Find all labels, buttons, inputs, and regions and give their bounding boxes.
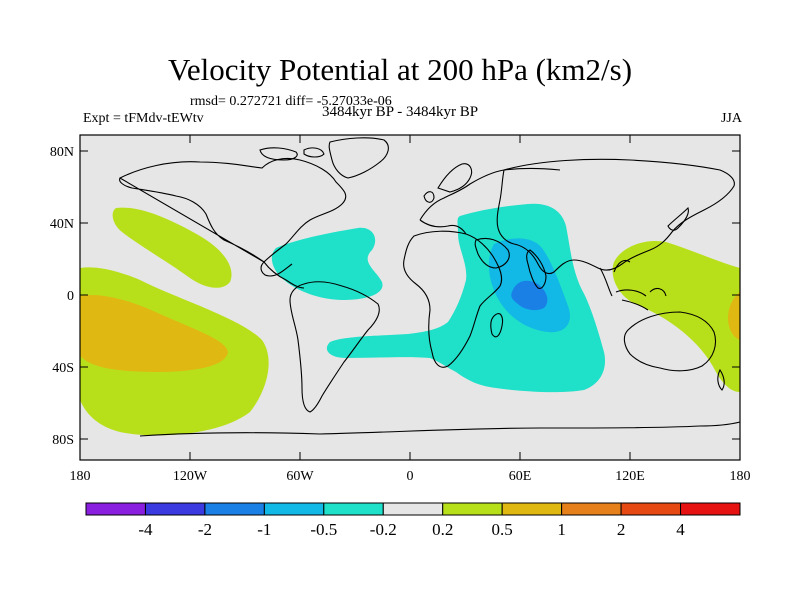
- contour-east-pacific-pos-inner: [80, 294, 228, 372]
- colorbar-box: [382, 502, 444, 516]
- colorbar-box: [442, 502, 503, 516]
- coastline-north-america: [119, 157, 347, 277]
- colorbar-label: 1: [557, 520, 566, 539]
- colorbar-box: [204, 502, 265, 516]
- experiment-label: Expt = tFMdv-tEWtv: [83, 111, 204, 126]
- coastline-europe: [419, 167, 561, 235]
- coastline-arabia: [474, 237, 510, 269]
- colorbar-box: [680, 502, 741, 516]
- colorbar-box: [620, 502, 682, 516]
- colorbar-label: -0.2: [370, 520, 397, 539]
- coastline-scandinavia: [423, 163, 473, 203]
- lat-label-0: 0: [67, 289, 74, 304]
- lon-label-0: 0: [407, 469, 414, 484]
- contour-atlantic-neg: [271, 227, 383, 300]
- period-label: 3484kyr BP - 3484kyr BP: [321, 104, 479, 120]
- colorbar-box: [85, 502, 146, 516]
- lon-label-180-right: 180: [730, 469, 751, 484]
- contour-north-pacific-pos: [112, 207, 232, 288]
- lat-label-80n: 80N: [50, 145, 74, 160]
- colorbar-box: [323, 502, 384, 516]
- coastline-india: [526, 249, 547, 289]
- colorbar-label: -4: [138, 520, 153, 539]
- colorbar-label: -1: [257, 520, 271, 539]
- contour-west-pacific-pos-outer: [612, 240, 740, 392]
- colorbar-label: -2: [198, 520, 212, 539]
- colorbar-box: [561, 502, 622, 516]
- coastline-central-america: [263, 261, 305, 289]
- lon-label-180-left: 180: [70, 469, 91, 484]
- stats-text: rmsd= 0.272721 diff= -5.27033e-06: [190, 94, 392, 109]
- plot-title: Velocity Potential at 200 hPa (km2/s): [167, 52, 633, 87]
- lon-label-60e: 60E: [509, 469, 532, 484]
- longitude-ticks: [79, 135, 741, 460]
- lon-label-120e: 120E: [615, 469, 645, 484]
- lon-label-120w: 120W: [173, 469, 208, 484]
- coastline-arctic-islands: [259, 147, 325, 161]
- coastline-madagascar: [490, 313, 504, 338]
- lat-label-80s: 80S: [52, 433, 74, 448]
- colorbar-label: -0.5: [310, 520, 337, 539]
- coastline-africa: [403, 230, 503, 368]
- colorbar-box: [144, 502, 206, 516]
- colorbar-box: [501, 502, 563, 516]
- coastline-antarctica: [139, 421, 741, 437]
- lat-label-40s: 40S: [52, 361, 74, 376]
- coastline-new-zealand: [717, 368, 725, 391]
- contour-west-pacific-pos-inner: [728, 292, 740, 340]
- coastlines: [119, 137, 741, 437]
- colorbar-label: 2: [617, 520, 626, 539]
- colorbar-label: 0.5: [492, 520, 513, 539]
- lat-label-40n: 40N: [50, 217, 74, 232]
- colorbar-label: 0.2: [432, 520, 453, 539]
- colorbar: [85, 502, 741, 516]
- coastline-japan: [667, 206, 689, 231]
- coastline-greenland: [328, 137, 389, 179]
- coastline-southeast-asia: [599, 259, 667, 311]
- latitude-ticks: [80, 150, 740, 440]
- colorbar-labels: -4 -2 -1 -0.5 -0.2 0.2 0.5 1 2 4: [138, 520, 685, 539]
- contour-fills: [80, 203, 740, 436]
- season-label: JJA: [720, 111, 742, 126]
- colorbar-label: 4: [676, 520, 685, 539]
- coastline-south-america: [289, 281, 380, 413]
- coastline-australia: [623, 311, 717, 372]
- colorbar-box: [263, 502, 325, 516]
- lon-label-60w: 60W: [286, 469, 314, 484]
- coastline-asia: [496, 158, 735, 275]
